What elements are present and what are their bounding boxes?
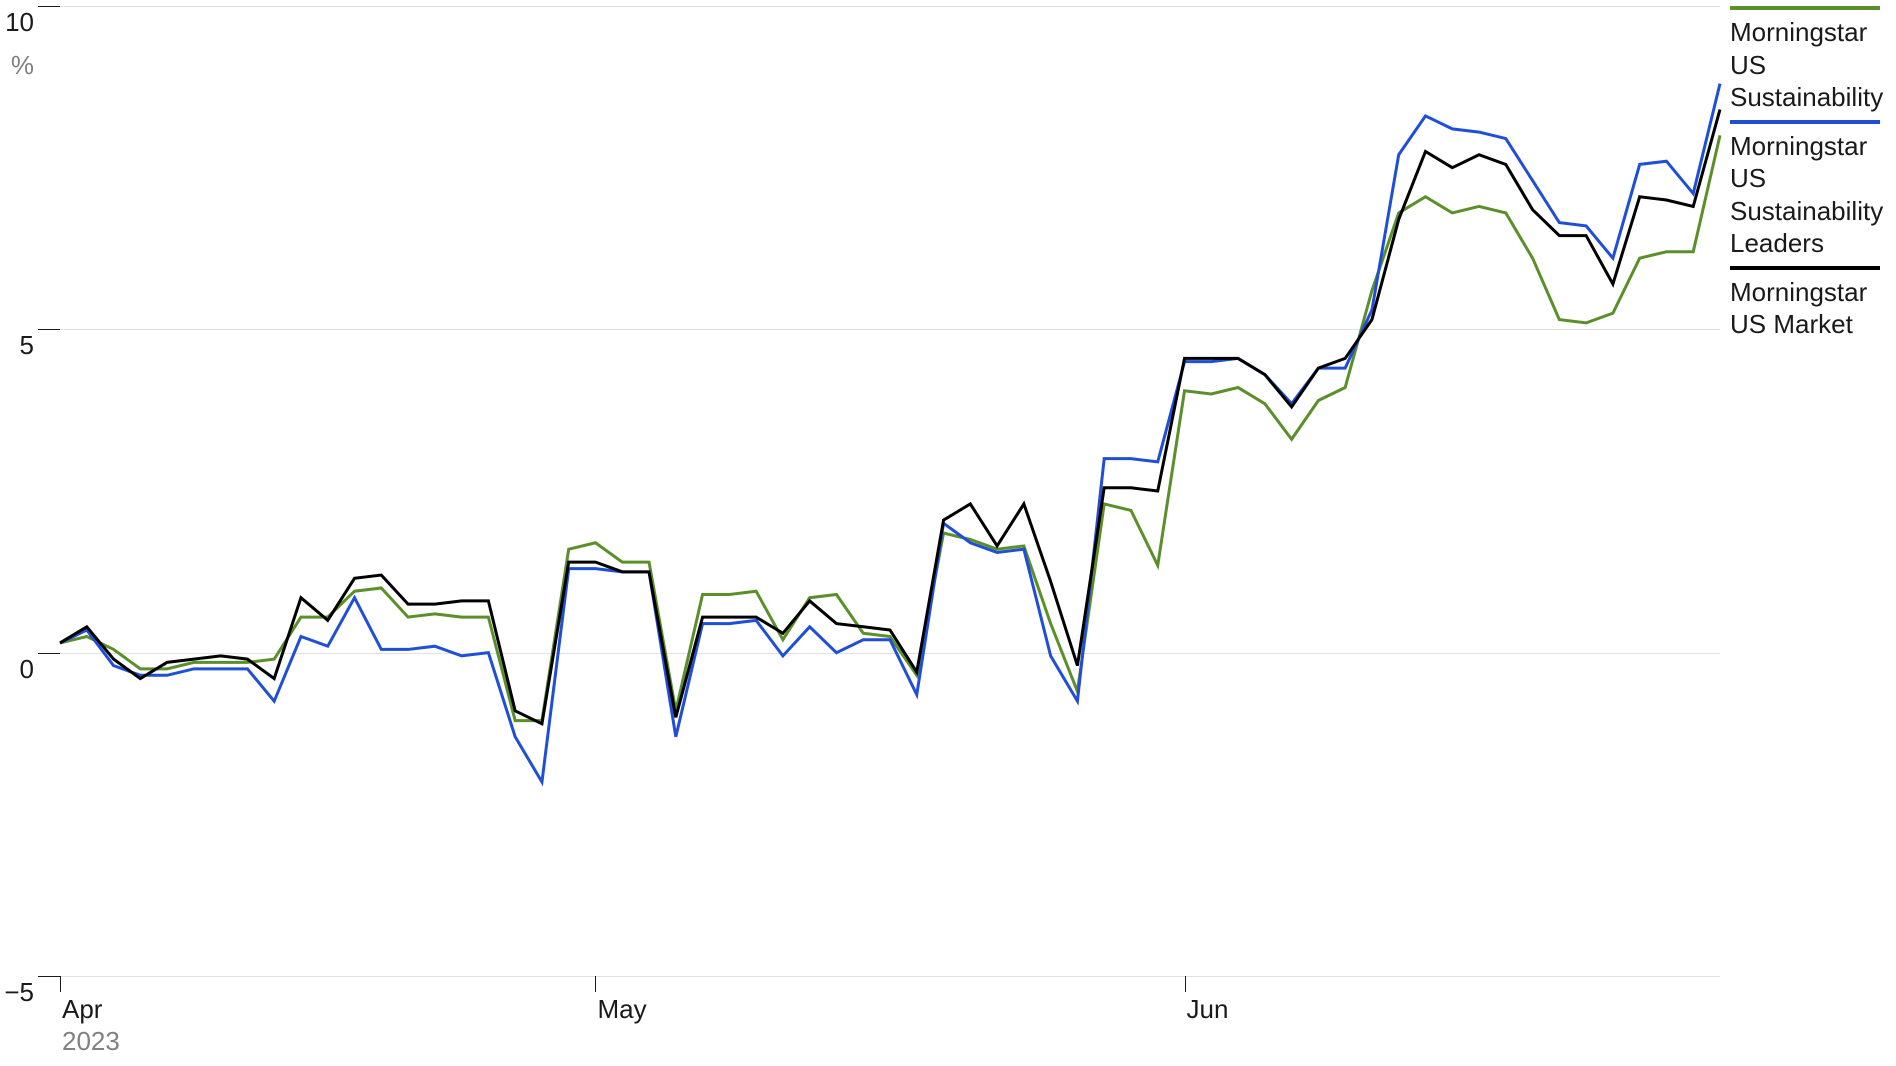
legend-item: Morningstar US Market bbox=[1730, 266, 1896, 341]
gridline bbox=[60, 976, 1720, 977]
series-line bbox=[60, 109, 1720, 723]
legend-label: Morningstar US Sustainability bbox=[1730, 16, 1896, 114]
x-tick-mark bbox=[1185, 976, 1186, 992]
x-tick-label: May bbox=[597, 996, 646, 1022]
legend-label: Morningstar US Market bbox=[1730, 276, 1896, 341]
x-tick-label: Apr bbox=[62, 996, 102, 1022]
y-tick-mark bbox=[38, 976, 60, 977]
x-tick-label: Jun bbox=[1187, 996, 1229, 1022]
x-tick-mark bbox=[595, 976, 596, 992]
plot-area bbox=[60, 6, 1720, 976]
y-unit-label: % bbox=[0, 52, 34, 78]
y-tick-mark bbox=[38, 329, 60, 330]
legend-item: Morningstar US Sustainability bbox=[1730, 6, 1896, 114]
x-tick-mark bbox=[60, 976, 61, 992]
legend-label: Morningstar US Sustainability Leaders bbox=[1730, 130, 1896, 260]
series-lines bbox=[60, 6, 1720, 976]
y-tick-mark bbox=[38, 653, 60, 654]
x-year-label: 2023 bbox=[62, 1028, 120, 1054]
y-tick-label: 5 bbox=[0, 332, 34, 358]
line-chart: −5 0 5 10 Apr May Jun Morningstar US Sustaina… bbox=[0, 0, 1896, 1066]
y-tick-label: 0 bbox=[0, 656, 34, 682]
legend-swatch bbox=[1730, 6, 1880, 10]
series-line bbox=[60, 84, 1720, 782]
legend-swatch bbox=[1730, 266, 1880, 270]
legend: Morningstar US Sustainability Morningstar… bbox=[1730, 6, 1896, 347]
legend-item: Morningstar US Sustainability Leaders bbox=[1730, 120, 1896, 260]
legend-swatch bbox=[1730, 120, 1880, 124]
y-tick-label: 10 bbox=[0, 9, 34, 35]
y-tick-label: −5 bbox=[0, 979, 34, 1005]
y-tick-mark bbox=[38, 6, 60, 7]
